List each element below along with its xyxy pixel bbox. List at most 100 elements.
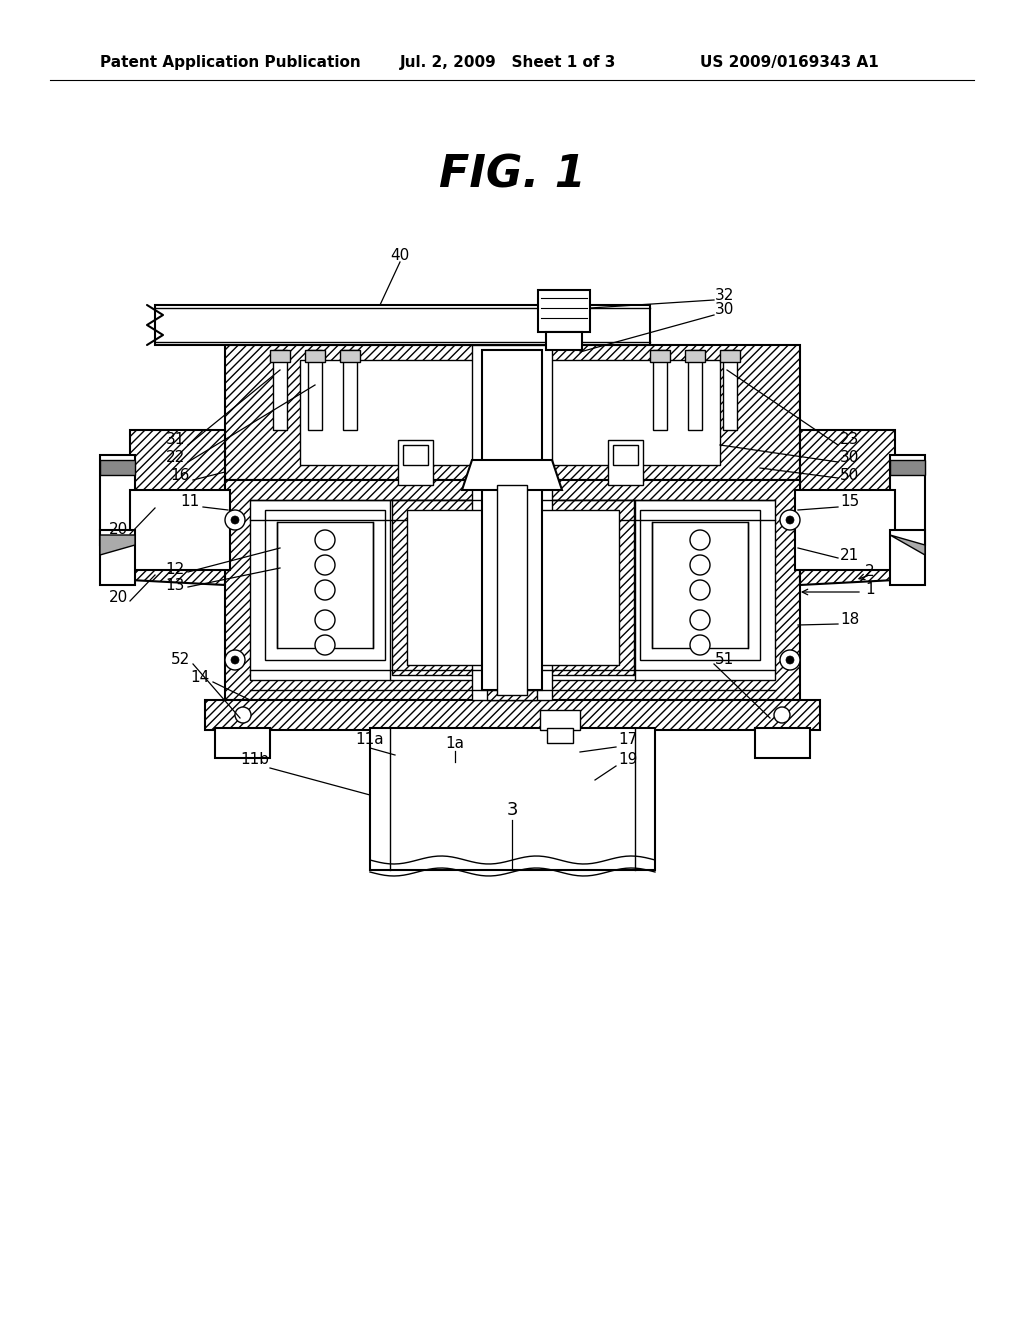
Bar: [795, 490, 895, 570]
Text: 30: 30: [840, 450, 859, 466]
Bar: [100, 531, 135, 585]
Text: US 2009/0169343 A1: US 2009/0169343 A1: [700, 54, 879, 70]
Text: 52: 52: [171, 652, 190, 668]
Bar: [652, 521, 748, 648]
Text: 32: 32: [715, 288, 734, 302]
Circle shape: [690, 579, 710, 601]
Circle shape: [315, 610, 335, 630]
Text: 51: 51: [715, 652, 734, 668]
Bar: [278, 521, 373, 648]
Bar: [890, 531, 925, 585]
Text: 40: 40: [390, 248, 410, 263]
Text: 11: 11: [181, 495, 200, 510]
Circle shape: [786, 656, 794, 664]
Bar: [650, 350, 670, 362]
Bar: [250, 500, 775, 680]
Bar: [547, 729, 573, 743]
Bar: [130, 430, 225, 560]
Text: 15: 15: [840, 495, 859, 510]
Polygon shape: [462, 459, 562, 490]
Bar: [100, 455, 135, 545]
Bar: [688, 350, 702, 430]
Text: FIG. 1: FIG. 1: [438, 153, 586, 197]
Bar: [225, 480, 800, 700]
Circle shape: [234, 708, 251, 723]
Text: 17: 17: [618, 733, 637, 747]
Bar: [482, 350, 542, 690]
Circle shape: [780, 510, 800, 531]
Text: 31: 31: [166, 433, 185, 447]
Bar: [890, 455, 925, 545]
Bar: [472, 345, 552, 480]
Text: 16: 16: [171, 469, 190, 483]
Bar: [300, 360, 720, 465]
Text: 20: 20: [109, 590, 128, 606]
Text: 20: 20: [109, 523, 128, 537]
Bar: [155, 305, 650, 345]
Text: 12: 12: [166, 562, 185, 578]
Bar: [225, 345, 800, 480]
Bar: [472, 480, 552, 700]
Polygon shape: [100, 459, 135, 475]
Bar: [613, 445, 638, 465]
Bar: [403, 445, 428, 465]
Bar: [487, 480, 537, 700]
Text: 22: 22: [166, 450, 185, 466]
Bar: [343, 350, 357, 430]
Bar: [653, 350, 667, 430]
Polygon shape: [100, 535, 135, 554]
Bar: [308, 350, 322, 430]
Bar: [540, 710, 580, 730]
Circle shape: [786, 516, 794, 524]
Bar: [270, 350, 290, 362]
Polygon shape: [890, 459, 925, 475]
Text: 11b: 11b: [241, 752, 269, 767]
Bar: [723, 350, 737, 430]
Text: 19: 19: [618, 752, 637, 767]
Bar: [407, 510, 618, 665]
Text: 18: 18: [840, 612, 859, 627]
Bar: [497, 484, 527, 696]
Bar: [340, 350, 360, 362]
Bar: [755, 729, 810, 758]
Text: 1: 1: [865, 582, 874, 598]
Text: 30: 30: [715, 302, 734, 318]
Bar: [305, 350, 325, 362]
Bar: [273, 350, 287, 430]
Bar: [370, 729, 655, 870]
Polygon shape: [890, 535, 925, 554]
Circle shape: [690, 554, 710, 576]
Circle shape: [315, 635, 335, 655]
Bar: [205, 700, 820, 730]
Text: 3: 3: [506, 801, 518, 818]
Circle shape: [315, 554, 335, 576]
Text: Jul. 2, 2009   Sheet 1 of 3: Jul. 2, 2009 Sheet 1 of 3: [400, 54, 616, 70]
Bar: [265, 510, 385, 660]
Bar: [608, 440, 643, 484]
Circle shape: [774, 708, 790, 723]
Circle shape: [225, 649, 245, 671]
Circle shape: [690, 531, 710, 550]
Circle shape: [690, 635, 710, 655]
Bar: [398, 440, 433, 484]
Bar: [640, 510, 760, 660]
Text: 1a: 1a: [445, 735, 465, 751]
Circle shape: [315, 531, 335, 550]
Text: 50: 50: [840, 467, 859, 483]
Bar: [392, 500, 634, 675]
Bar: [546, 333, 582, 350]
Circle shape: [315, 579, 335, 601]
Circle shape: [225, 510, 245, 531]
Text: 11a: 11a: [355, 733, 384, 747]
Polygon shape: [800, 550, 895, 585]
Circle shape: [780, 649, 800, 671]
Bar: [215, 729, 270, 758]
Bar: [130, 490, 230, 570]
Text: Patent Application Publication: Patent Application Publication: [100, 54, 360, 70]
Text: 21: 21: [840, 548, 859, 562]
Polygon shape: [130, 550, 225, 585]
Text: 14: 14: [190, 671, 210, 685]
Circle shape: [231, 656, 239, 664]
Bar: [720, 350, 740, 362]
Circle shape: [231, 516, 239, 524]
